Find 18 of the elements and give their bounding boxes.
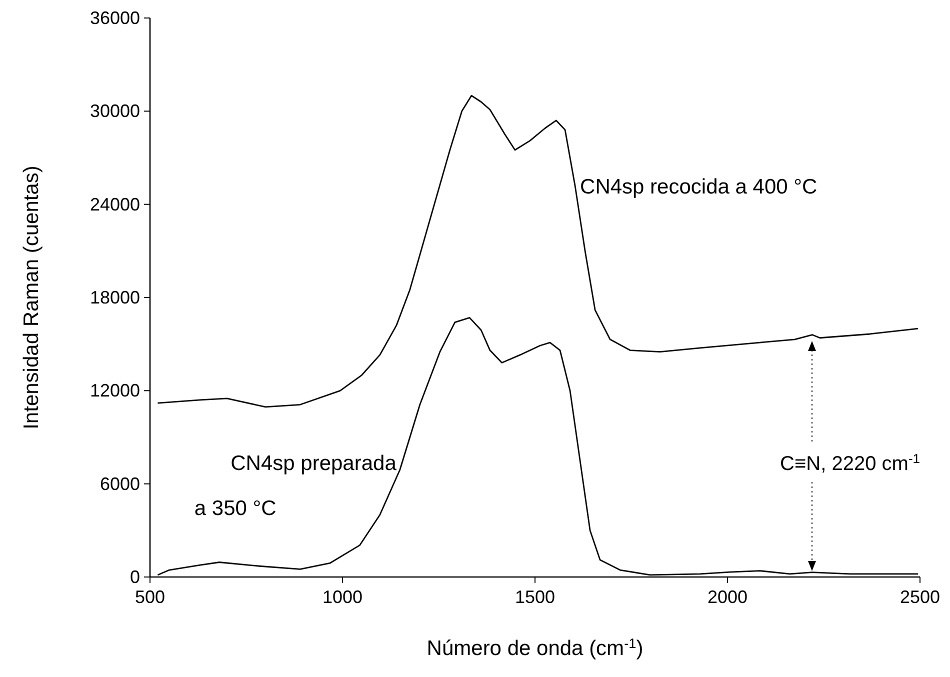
y-tick-label: 0 xyxy=(130,567,140,587)
series-label: CN4sp recocida a 400 °C xyxy=(580,175,818,198)
x-tick-label: 1500 xyxy=(514,587,556,607)
x-axis-title: Número de onda (cm$^{-1}$) xyxy=(426,636,644,660)
x-tick-label: 2000 xyxy=(707,587,748,607)
x-tick-label: 1000 xyxy=(322,587,363,607)
y-tick-label: 36000 xyxy=(90,8,140,28)
annotation: C≡N, 2220 cm$^{-1}$ xyxy=(780,450,920,475)
y-tick-label: 6000 xyxy=(100,474,140,494)
line-series xyxy=(157,94,919,408)
y-tick-label: 12000 xyxy=(90,380,140,401)
x-tick-label: 500 xyxy=(134,587,166,607)
y-tick-label: 24000 xyxy=(90,194,140,214)
y-tick-label: 30000 xyxy=(90,101,140,122)
y-tick-label: 18000 xyxy=(90,288,140,308)
series-label: CN4sp preparada a 350 °C xyxy=(194,452,397,520)
x-tick-label: 2500 xyxy=(900,587,940,607)
y-axis-title: Intensidad Raman (cuentas) xyxy=(20,166,43,430)
